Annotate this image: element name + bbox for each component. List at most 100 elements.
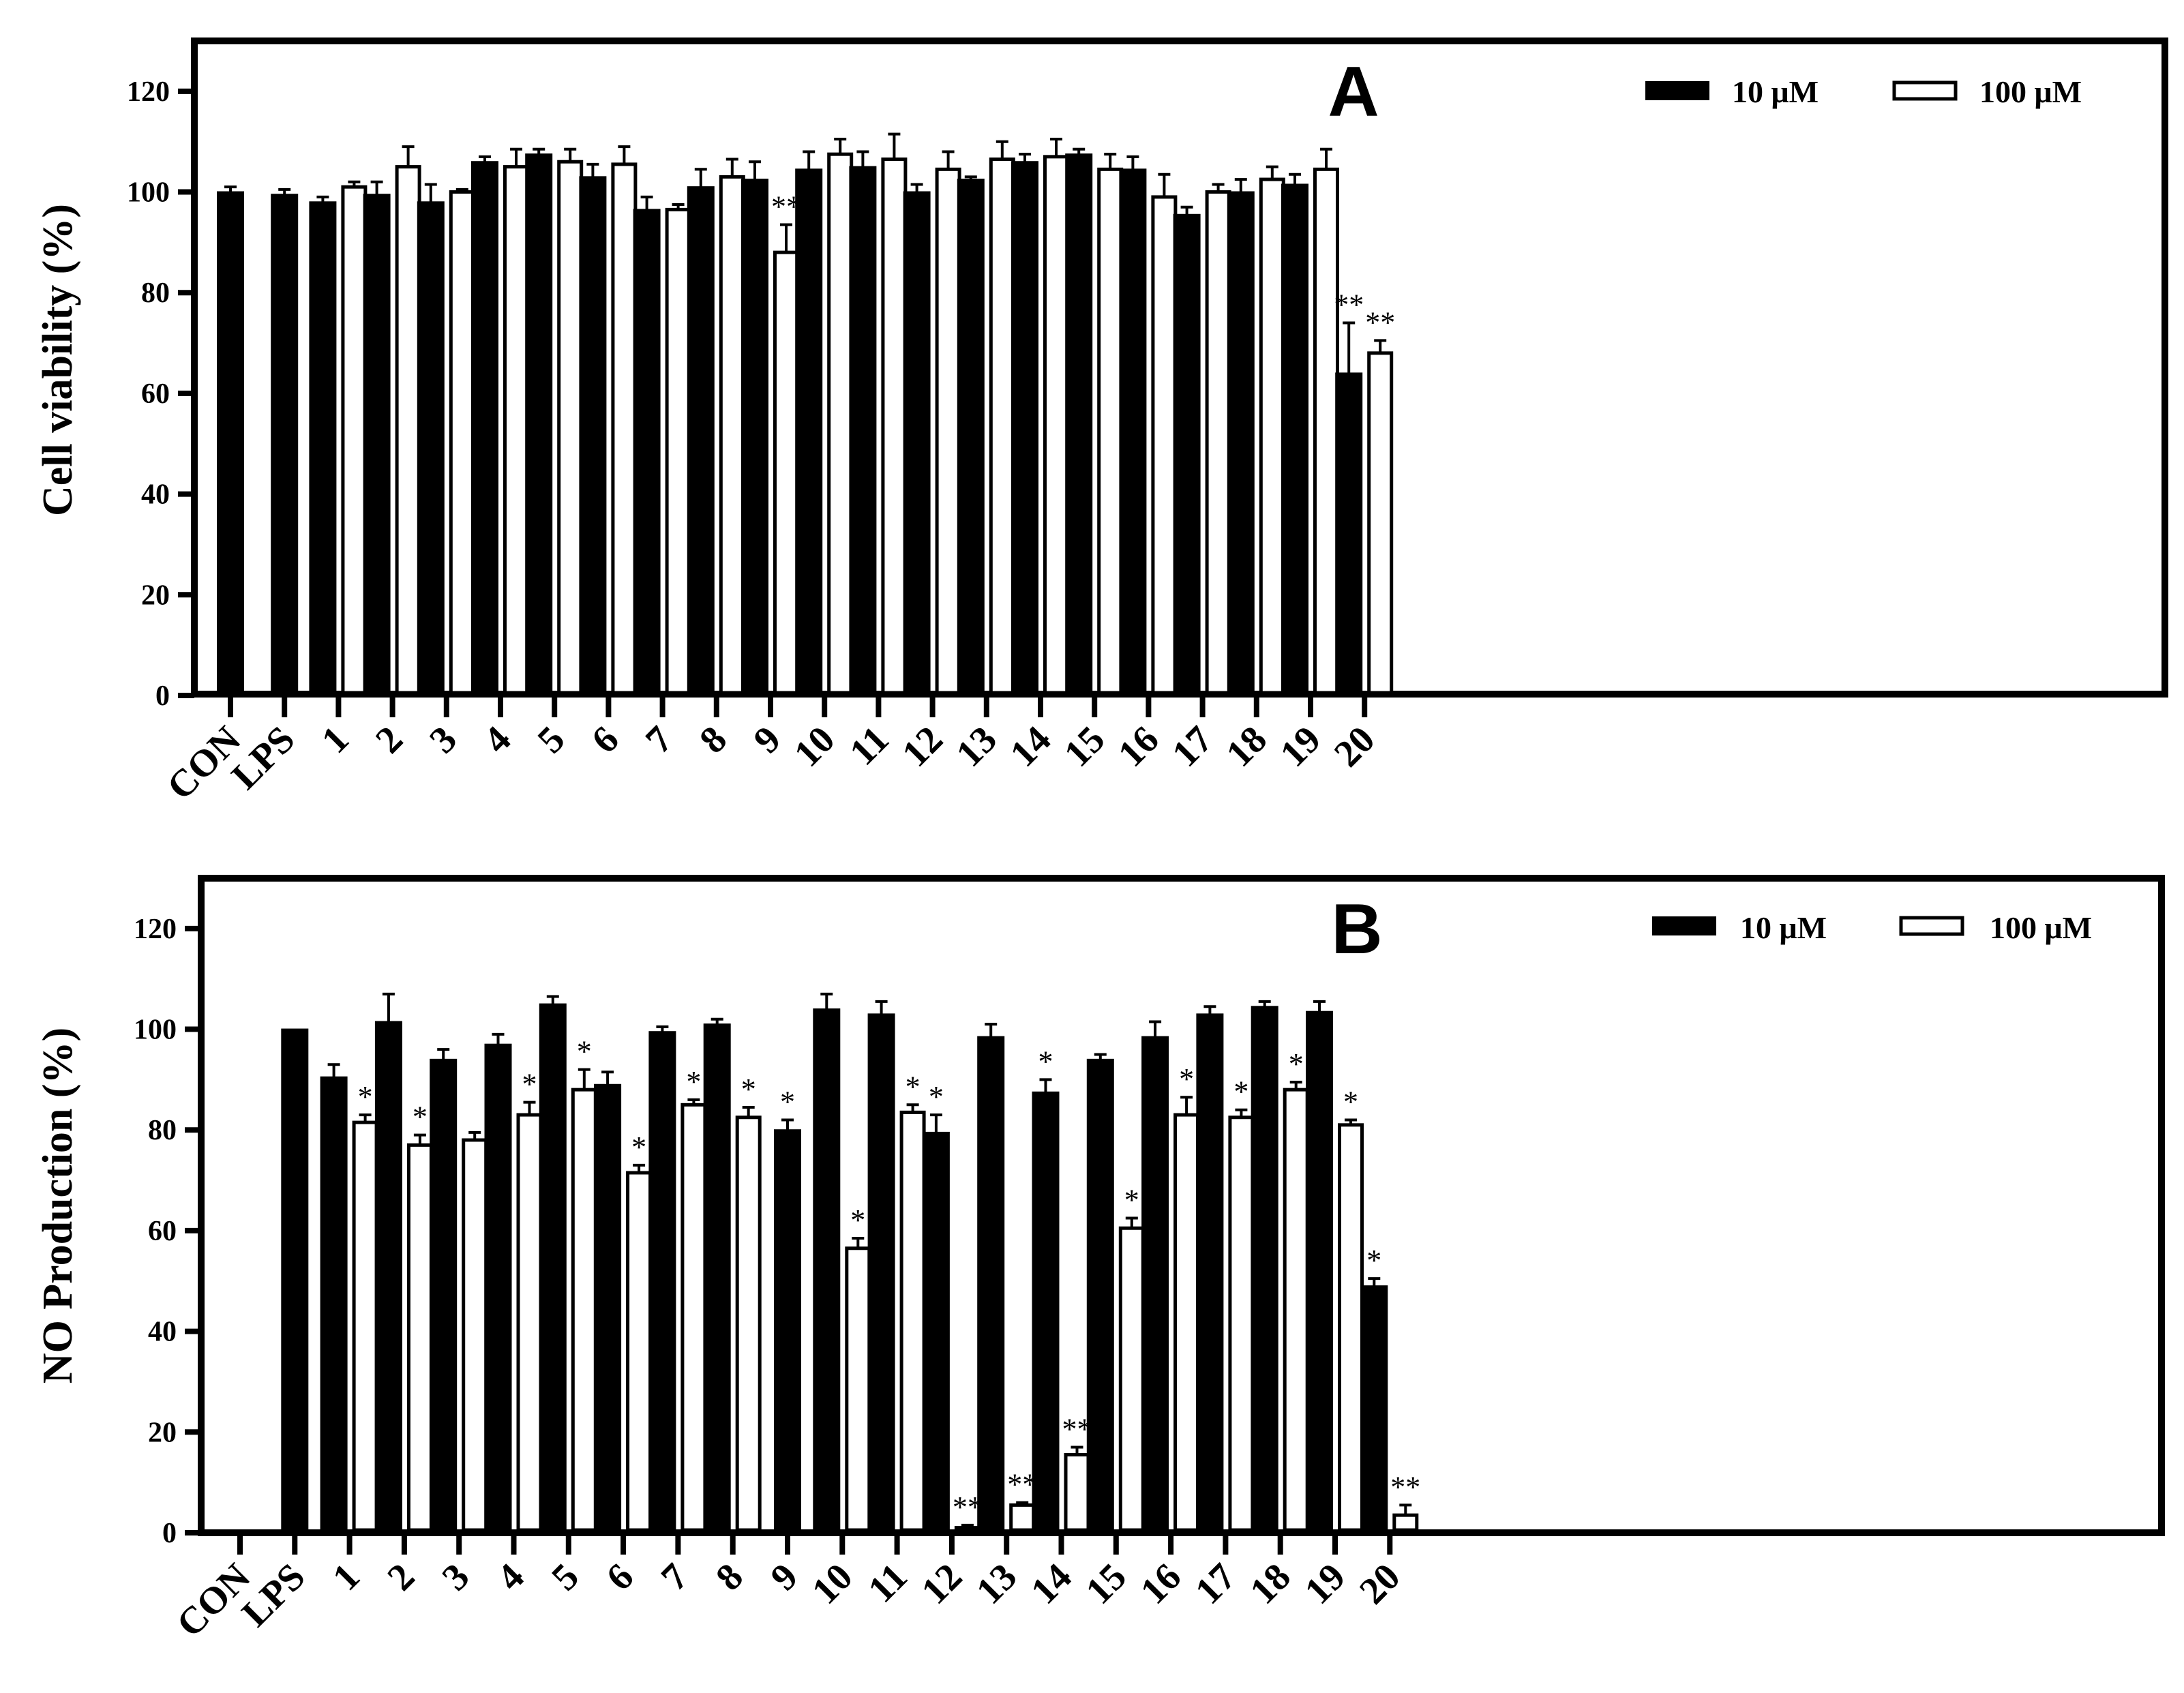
y-tick-label: 100	[134, 1015, 177, 1046]
bar-100uM	[899, 1110, 926, 1532]
panel-b: B NO Production (%) 10 μM 100 μM 0204060…	[35, 875, 2165, 1645]
bar-100uM	[352, 1120, 378, 1532]
bar-10uM	[849, 166, 877, 694]
bar-100uM	[462, 1138, 488, 1532]
panel-letter: B	[1331, 890, 1382, 969]
bar-100uM	[680, 1103, 707, 1532]
bar-10uM	[1141, 1036, 1169, 1531]
bar-100uM	[1009, 1503, 1036, 1532]
x-tick-label: 12	[894, 718, 951, 775]
bar-100uM	[1259, 177, 1285, 695]
bar-10uM	[1011, 161, 1038, 693]
y-tick-label: 60	[141, 378, 170, 410]
x-tick-label: 2	[379, 1555, 423, 1599]
x-tick-label: 9	[763, 1555, 807, 1599]
x-tick-label: 20	[1351, 1555, 1408, 1612]
bar-100uM	[1043, 155, 1069, 695]
bar-10uM	[281, 1028, 309, 1531]
panel-letter: A	[1328, 53, 1379, 132]
bar-10uM	[741, 179, 768, 694]
x-tick-label: 9	[746, 718, 790, 762]
x-tick-label: 14	[1023, 1555, 1079, 1612]
bar-10uM	[1065, 153, 1093, 693]
significance-label: *	[577, 1035, 592, 1068]
x-tick-label: 5	[530, 718, 573, 762]
bar-10uM	[1032, 1091, 1060, 1531]
x-tick-label: 3	[421, 718, 465, 762]
significance-label: *	[1179, 1062, 1194, 1096]
x-tick-label: 1	[314, 718, 357, 762]
legend-swatch-10uM	[1645, 81, 1709, 100]
bar-10uM	[1335, 372, 1363, 694]
x-tick-label: 10	[786, 718, 843, 775]
legend-label-100uM: 100 μM	[1990, 910, 2092, 945]
legend-swatch-10uM	[1652, 916, 1716, 935]
x-tick-label: 20	[1326, 718, 1383, 775]
significance-label: **	[1390, 1470, 1420, 1503]
bar-100uM	[611, 162, 638, 695]
x-tick-label: 19	[1272, 718, 1329, 775]
y-tick-label: 20	[148, 1417, 177, 1448]
bar-10uM	[922, 1131, 950, 1531]
significance-label: *	[780, 1085, 795, 1118]
x-tick-label: 19	[1297, 1555, 1353, 1612]
bar-10uM	[579, 176, 607, 693]
significance-label: *	[1289, 1047, 1304, 1081]
bar-10uM	[594, 1083, 622, 1531]
bar-10uM	[957, 179, 985, 694]
bar-100uM	[503, 165, 529, 695]
bar-10uM	[309, 201, 337, 693]
x-tick-label: 5	[543, 1555, 587, 1599]
bar-100uM	[1173, 1113, 1200, 1532]
bar-10uM	[320, 1076, 348, 1531]
bar-100uM	[665, 207, 691, 695]
x-tick-label: 18	[1242, 1555, 1298, 1612]
significance-label: **	[1365, 305, 1395, 339]
bar-100uM	[1118, 1226, 1145, 1532]
bar-10uM	[903, 191, 931, 693]
bar-100uM	[449, 190, 475, 695]
bar-100uM	[773, 250, 799, 695]
bar-100uM	[827, 152, 854, 695]
significance-label: *	[906, 1070, 921, 1103]
x-tick-label: LPS	[224, 718, 303, 797]
y-tick-label: 0	[155, 680, 170, 712]
significance-label: *	[522, 1068, 537, 1101]
bar-10uM	[703, 1023, 731, 1531]
x-tick-label: 4	[476, 718, 520, 762]
bar-10uM	[217, 191, 244, 693]
plot-frame	[191, 38, 2168, 698]
bar-100uM	[1205, 190, 1231, 695]
x-tick-label: 12	[914, 1555, 970, 1612]
bar-100uM	[557, 160, 584, 695]
x-tick-label: 13	[948, 718, 1005, 775]
bar-10uM	[1196, 1013, 1224, 1531]
x-tick-label: 16	[1110, 718, 1167, 775]
bar-100uM	[1392, 1513, 1419, 1532]
significance-label: *	[741, 1073, 756, 1106]
bar-10uM	[633, 209, 661, 693]
bar-100uM	[626, 1171, 653, 1532]
bar-100uM	[719, 175, 745, 695]
significance-label: *	[413, 1100, 428, 1134]
x-tick-label: 7	[653, 1555, 697, 1599]
significance-label: *	[358, 1080, 373, 1113]
bar-10uM	[1227, 191, 1255, 693]
bar-10uM	[977, 1036, 1005, 1531]
x-tick-label: 18	[1218, 718, 1275, 775]
bar-10uM	[471, 161, 498, 693]
bar-10uM	[417, 201, 445, 693]
legend-swatch-100uM	[1899, 916, 1964, 936]
bar-10uM	[1281, 183, 1308, 693]
legend: 10 μM 100 μM	[1645, 74, 2082, 109]
significance-label: *	[1366, 1244, 1381, 1277]
bar-10uM	[648, 1031, 676, 1531]
legend-label-100uM: 100 μM	[1979, 74, 2082, 109]
significance-label: **	[1334, 288, 1364, 322]
significance-label: *	[686, 1065, 701, 1098]
bar-100uM	[735, 1115, 762, 1532]
significance-label: *	[1343, 1085, 1358, 1118]
x-tick-label: 17	[1187, 1555, 1244, 1612]
